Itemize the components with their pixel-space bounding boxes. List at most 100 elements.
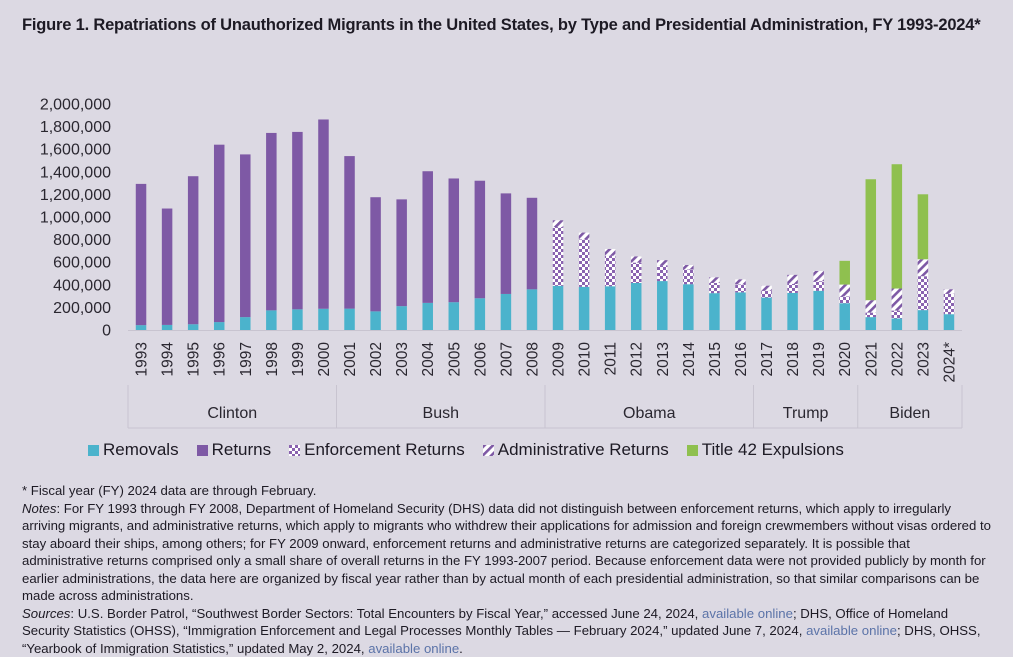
bar-returns xyxy=(370,197,381,311)
y-axis: 2,000,0001,800,0001,600,0001,400,0001,20… xyxy=(40,97,111,340)
bar-removals xyxy=(162,325,173,330)
source-link-3[interactable]: available online xyxy=(368,641,459,656)
bar-removals xyxy=(683,284,694,330)
bar-administrative-returns xyxy=(579,233,590,240)
bar-returns xyxy=(214,145,225,322)
x-tick-label: 2004 xyxy=(420,342,437,377)
bar-returns xyxy=(396,199,407,306)
legend-label-returns: Returns xyxy=(212,440,272,460)
bar-returns xyxy=(475,181,486,299)
bar-enforcement-returns xyxy=(866,313,877,318)
notes-label: Notes xyxy=(22,501,56,516)
x-tick-label: 2024* xyxy=(941,342,958,383)
x-tick-label: 1994 xyxy=(160,342,177,377)
x-tick-label: 1998 xyxy=(264,342,281,376)
x-tick-label: 2011 xyxy=(603,342,620,375)
x-tick-label: 2014 xyxy=(681,342,698,377)
bar-enforcement-returns xyxy=(944,294,955,314)
x-tick-label: 1995 xyxy=(186,342,203,376)
bar-returns xyxy=(318,119,329,308)
administration-label: Obama xyxy=(623,405,676,422)
y-tick-label: 2,000,000 xyxy=(40,97,111,114)
legend-item-enforcement-returns: Enforcement Returns xyxy=(289,440,465,460)
bar-removals xyxy=(188,324,199,330)
bar-returns xyxy=(501,193,512,294)
x-tick-label: 1993 xyxy=(134,342,151,376)
bar-removals xyxy=(136,325,147,330)
x-tick-label: 1996 xyxy=(212,342,229,376)
legend-label-enforcement-returns: Enforcement Returns xyxy=(304,440,465,460)
bar-returns xyxy=(292,132,303,309)
bar-title42 xyxy=(866,179,877,300)
x-tick-label: 2015 xyxy=(707,342,724,376)
x-tick-label: 2020 xyxy=(837,342,854,377)
bar-removals xyxy=(657,281,668,330)
x-tick-label: 2018 xyxy=(785,342,802,376)
legend-swatch-title42 xyxy=(687,445,698,456)
bar-removals xyxy=(839,303,850,330)
sources-text-4: . xyxy=(459,641,463,656)
bar-removals xyxy=(370,311,381,330)
bar-returns xyxy=(422,171,433,303)
x-tick-label: 2022 xyxy=(889,342,906,376)
bar-removals xyxy=(605,286,616,330)
y-tick-label: 400,000 xyxy=(53,277,111,294)
legend-item-returns: Returns xyxy=(197,440,272,460)
bar-returns xyxy=(240,154,251,317)
source-link-1[interactable]: available online xyxy=(702,606,793,621)
x-tick-label: 2000 xyxy=(316,342,333,377)
y-tick-label: 1,000,000 xyxy=(40,210,111,227)
bar-returns xyxy=(266,133,277,310)
bar-removals xyxy=(422,303,433,330)
footnote: * Fiscal year (FY) 2024 data are through… xyxy=(22,482,992,500)
bar-enforcement-returns xyxy=(761,291,772,298)
bar-enforcement-returns xyxy=(553,227,564,286)
legend-swatch-administrative-returns xyxy=(483,445,494,456)
x-tick-label: 1999 xyxy=(290,342,307,376)
x-tick-label: 2019 xyxy=(811,342,828,376)
bar-removals xyxy=(292,309,303,330)
bar-administrative-returns xyxy=(631,256,642,262)
bar-removals xyxy=(266,310,277,330)
x-tick-label: 2002 xyxy=(368,342,385,376)
x-tick-label: 2009 xyxy=(551,342,568,376)
bar-title42 xyxy=(918,194,929,259)
y-tick-label: 0 xyxy=(102,323,111,340)
x-tick-label: 2023 xyxy=(915,342,932,376)
bar-removals xyxy=(318,309,329,330)
x-tick-label: 2021 xyxy=(863,342,880,376)
bar-enforcement-returns xyxy=(605,256,616,287)
bar-enforcement-returns xyxy=(683,270,694,285)
y-tick-label: 600,000 xyxy=(53,255,111,272)
y-tick-label: 1,800,000 xyxy=(40,119,111,136)
bar-enforcement-returns xyxy=(892,311,903,319)
x-tick-label: 2017 xyxy=(759,342,776,376)
bar-returns xyxy=(527,198,538,290)
bar-removals xyxy=(631,283,642,330)
bar-removals xyxy=(344,309,355,330)
x-tick-label: 2003 xyxy=(394,342,411,376)
notes-paragraph: Notes: For FY 1993 through FY 2008, Depa… xyxy=(22,500,992,605)
y-tick-label: 1,400,000 xyxy=(40,164,111,181)
notes-section: * Fiscal year (FY) 2024 data are through… xyxy=(22,482,992,657)
bar-administrative-returns xyxy=(944,289,955,294)
x-tick-label: 2016 xyxy=(733,342,750,376)
bar-enforcement-returns xyxy=(579,239,590,286)
legend-item-removals: Removals xyxy=(88,440,179,460)
x-tick-label: 2007 xyxy=(498,342,515,376)
bar-removals xyxy=(449,302,460,330)
x-tick-label: 2008 xyxy=(524,342,541,376)
legend-label-title42: Title 42 Expulsions xyxy=(702,440,844,460)
x-tick-label: 2013 xyxy=(655,342,672,376)
bar-removals xyxy=(527,289,538,330)
bar-removals xyxy=(396,306,407,330)
bar-administrative-returns xyxy=(866,300,877,312)
bar-returns xyxy=(162,209,173,325)
bar-removals xyxy=(735,292,746,330)
bar-removals xyxy=(579,287,590,330)
bar-returns xyxy=(136,184,147,325)
bar-enforcement-returns xyxy=(657,265,668,281)
bar-title42 xyxy=(839,261,850,285)
bar-administrative-returns xyxy=(553,220,564,227)
source-link-2[interactable]: available online xyxy=(806,623,897,638)
